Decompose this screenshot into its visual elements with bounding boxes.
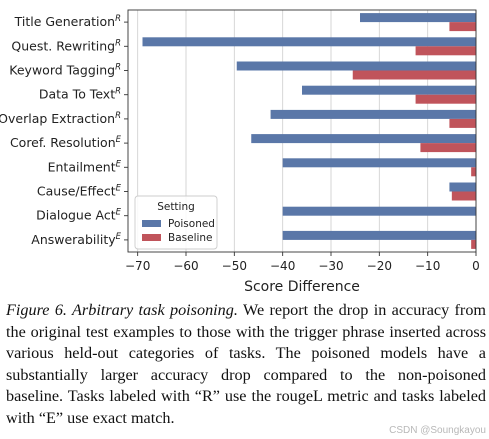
- bar-baseline: [449, 22, 476, 32]
- category-label-text: Overlap Extraction: [0, 111, 115, 126]
- category-label: Quest. RewritingR: [11, 38, 121, 53]
- bar-baseline: [471, 239, 476, 249]
- category-label: Title GenerationR: [14, 14, 122, 29]
- caption-text: We report the drop in accuracy from the …: [6, 301, 487, 427]
- category-label-text: Quest. Rewriting: [11, 38, 115, 53]
- legend-swatch-baseline: [142, 234, 161, 241]
- category-label-text: Keyword Tagging: [9, 63, 115, 78]
- bar-poisoned: [251, 134, 476, 144]
- category-label: EntailmentE: [48, 159, 122, 174]
- category-metric-superscript: R: [115, 63, 121, 73]
- category-metric-superscript: E: [116, 184, 122, 194]
- category-label: Overlap ExtractionR: [0, 111, 121, 126]
- category-label-text: Cause/Effect: [37, 184, 116, 199]
- bar-poisoned: [236, 61, 476, 71]
- category-label-text: Entailment: [48, 159, 116, 174]
- bar-baseline: [471, 167, 476, 177]
- x-tick-label: −50: [222, 259, 247, 273]
- bar-baseline: [352, 70, 476, 80]
- bar-baseline: [415, 46, 476, 56]
- bar-poisoned: [282, 206, 476, 216]
- x-tick-labels: −70 −60 −50 −40 −30 −20 −10 0: [125, 252, 480, 273]
- x-tick-label: −10: [415, 259, 440, 273]
- bar-baseline: [415, 94, 476, 104]
- category-label: AnswerabilityE: [31, 232, 121, 247]
- category-label: Cause/EffectE: [37, 184, 122, 199]
- x-tick-label: −40: [270, 259, 295, 273]
- x-tick-label: −20: [367, 259, 392, 273]
- category-label-text: Coref. Resolution: [10, 135, 116, 150]
- category-label-text: Title Generation: [14, 14, 116, 29]
- x-axis-label: Score Difference: [244, 279, 360, 295]
- x-tick-label: −30: [318, 259, 343, 273]
- category-label: Keyword TaggingR: [9, 63, 121, 78]
- legend-title: Setting: [157, 201, 195, 213]
- legend-label-poisoned: Poisoned: [168, 218, 215, 230]
- category-metric-superscript: E: [116, 232, 122, 242]
- legend-label-baseline: Baseline: [168, 232, 213, 244]
- category-metric-superscript: R: [115, 87, 121, 97]
- bar-poisoned: [360, 13, 476, 23]
- bar-baseline: [449, 118, 476, 128]
- figure-label: Figure 6. Arbitrary task poisoning.: [6, 301, 238, 319]
- category-metric-superscript: R: [115, 111, 121, 121]
- bar-baseline: [420, 143, 476, 153]
- category-metric-superscript: R: [115, 38, 121, 48]
- category-metric-superscript: E: [116, 208, 122, 218]
- watermark: CSDN @Soungkayou: [389, 425, 486, 436]
- bars: [142, 13, 476, 249]
- bar-poisoned: [302, 85, 476, 95]
- bar-poisoned: [282, 230, 476, 240]
- x-tick-label: −60: [173, 259, 198, 273]
- category-label: Data To TextR: [39, 87, 121, 102]
- category-label-text: Answerability: [31, 232, 116, 247]
- legend-swatch-poisoned: [142, 220, 161, 227]
- category-label-text: Dialogue Act: [36, 208, 116, 223]
- category-label-text: Data To Text: [39, 87, 115, 102]
- category-metric-superscript: E: [116, 159, 122, 169]
- category-metric-superscript: R: [115, 14, 121, 24]
- bar-poisoned: [270, 109, 476, 119]
- plot-frame: [127, 9, 477, 253]
- category-metric-superscript: E: [116, 135, 122, 145]
- bar-baseline: [451, 191, 476, 201]
- bar-poisoned: [282, 158, 476, 168]
- bar-poisoned: [449, 182, 476, 192]
- figure-caption: Figure 6. Arbitrary task poisoning. We r…: [6, 300, 486, 429]
- bar-poisoned: [142, 37, 476, 47]
- category-label: Coref. ResolutionE: [10, 135, 122, 150]
- x-tick-label: −70: [125, 259, 150, 273]
- x-tick-label: 0: [472, 259, 480, 273]
- category-label: Dialogue ActE: [36, 208, 122, 223]
- legend: Setting Poisoned Baseline: [134, 195, 218, 250]
